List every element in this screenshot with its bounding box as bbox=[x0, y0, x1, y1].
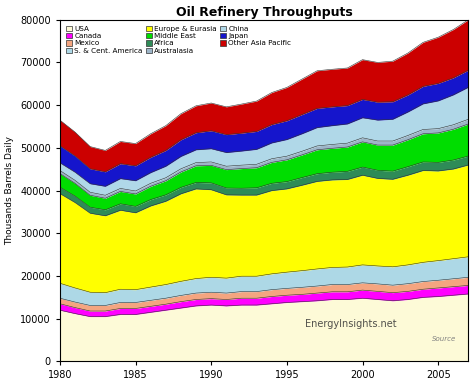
Legend: USA, Canada, Mexico, S. & Cent. America, Europe & Eurasia, Middle East, Africa, : USA, Canada, Mexico, S. & Cent. America,… bbox=[64, 23, 293, 56]
Text: EnergyInsights.net: EnergyInsights.net bbox=[305, 319, 397, 329]
Y-axis label: Thousands Barrels Daily: Thousands Barrels Daily bbox=[6, 136, 15, 245]
Text: Source: Source bbox=[432, 336, 456, 342]
Title: Oil Refinery Throughputs: Oil Refinery Throughputs bbox=[176, 5, 353, 19]
